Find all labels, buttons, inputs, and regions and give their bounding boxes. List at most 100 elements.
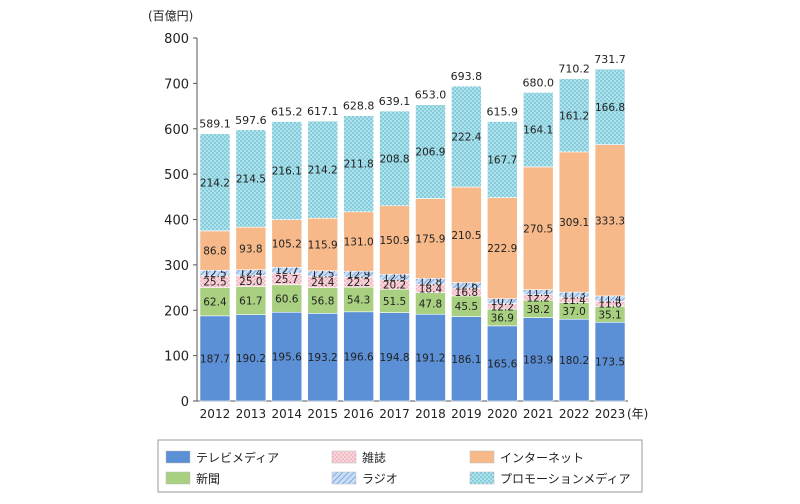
legend-label-internet: インターネット: [500, 451, 584, 465]
total-label: 639.1: [379, 95, 411, 108]
x-tick-label: 2012: [200, 407, 231, 421]
legend-label-promo: プロモーションメディア: [500, 471, 631, 486]
data-label-radio: 10.7: [491, 296, 514, 308]
data-label-internet: 93.8: [239, 243, 262, 255]
total-label: 710.2: [558, 63, 590, 76]
x-tick-group: 2012 2013 2014 2015 2016 2017 2018 2019 2020 2021…: [200, 407, 626, 421]
data-label-radio: 12.5: [311, 269, 334, 281]
bar-segment-tv: [343, 311, 374, 402]
y-tick-label: 200: [164, 304, 189, 319]
legend-swatch-radio: [331, 471, 357, 485]
data-label-newspaper: 36.9: [491, 312, 514, 324]
legend-label-tv: テレビメディア: [196, 450, 279, 465]
data-label-magazine: 22.2: [347, 277, 370, 289]
data-label-tv: 173.5: [595, 357, 625, 369]
data-label-magazine: 24.4: [311, 277, 335, 289]
bar-segment-tv: [594, 321, 626, 402]
x-tick-label: 2013: [236, 407, 267, 421]
data-label-tv: 193.2: [308, 352, 338, 364]
bar-group: 187.762.425.512.586.8214.2589.1190.261.7…: [199, 53, 626, 402]
data-label-magazine: 20.2: [383, 280, 406, 292]
data-label-tv: 191.2: [415, 353, 445, 365]
data-label-newspaper: 51.5: [383, 296, 406, 308]
data-label-magazine: 11.6: [598, 299, 622, 311]
legend-swatch-magazine: [331, 450, 357, 464]
data-label-magazine: 16.8: [455, 287, 478, 299]
data-label-radio: 12.4: [239, 268, 263, 280]
x-tick-label: 2014: [272, 407, 303, 421]
bar-segment-promo: [522, 92, 554, 168]
bar-segment-promo: [486, 121, 518, 198]
y-tick-label: 700: [164, 77, 189, 92]
bar-segment-promo: [379, 110, 410, 207]
x-tick-label: 2022: [559, 407, 590, 421]
data-label-promo: 208.8: [380, 153, 410, 165]
data-label-radio: 12.9: [347, 269, 370, 281]
bar-segment-tv: [558, 318, 590, 402]
bar-segment-newspaper: [199, 287, 231, 317]
data-label-promo: 166.8: [595, 102, 625, 114]
total-label: 693.8: [451, 70, 483, 83]
y-tick-label: 100: [164, 350, 189, 365]
bar-segment-newspaper: [235, 286, 267, 315]
bar-segment-tv: [271, 311, 303, 402]
x-unit-label: (年): [627, 407, 648, 421]
data-label-magazine: 25.0: [239, 276, 262, 288]
data-label-tv: 165.6: [487, 358, 517, 370]
x-tick-label: 2021: [523, 407, 554, 421]
bar-segment-internet: [415, 198, 446, 279]
y-tick-label: 0: [181, 395, 189, 410]
bar-segment-promo: [271, 121, 303, 220]
data-label-promo: 206.9: [415, 147, 445, 159]
data-label-magazine: 25.7: [275, 274, 298, 286]
x-tick-label: 2016: [343, 407, 374, 421]
bar-segment-tv: [199, 315, 231, 402]
legend-swatch-newspaper: [165, 471, 191, 485]
y-tick-label: 500: [164, 168, 189, 183]
total-label: 617.1: [307, 105, 339, 118]
y-unit-label: (百億円): [148, 9, 193, 23]
data-label-promo: 222.4: [451, 132, 481, 144]
data-label-magazine: 11.4: [562, 295, 586, 307]
bar-segment-newspaper: [307, 287, 339, 314]
x-tick-label: 2018: [415, 407, 446, 421]
data-label-promo: 216.1: [272, 166, 302, 178]
data-label-internet: 175.9: [415, 233, 445, 245]
total-label: 615.2: [271, 106, 303, 119]
bar-segment-promo: [451, 85, 482, 188]
bar-segment-tv: [307, 313, 339, 402]
total-label: 628.8: [343, 100, 375, 113]
data-label-internet: 309.1: [559, 217, 589, 229]
data-label-promo: 164.1: [523, 125, 553, 137]
y-tick-label: 400: [164, 214, 189, 229]
total-label: 615.9: [487, 105, 519, 118]
data-label-tv: 183.9: [523, 354, 553, 366]
legend-label-newspaper: 新聞: [196, 471, 220, 486]
data-label-newspaper: 62.4: [203, 297, 227, 309]
data-label-promo: 161.2: [559, 110, 589, 122]
x-tick-label: 2019: [451, 407, 482, 421]
x-tick-label: 2017: [379, 407, 410, 421]
bar-segment-promo: [235, 129, 267, 228]
data-label-newspaper: 54.3: [347, 294, 370, 306]
data-label-magazine: 12.2: [491, 301, 514, 313]
data-label-radio: 11.3: [562, 290, 585, 302]
bar-segment-internet: [271, 219, 303, 268]
bar-segment-tv: [379, 312, 410, 402]
bar-segment-newspaper: [271, 284, 303, 313]
data-label-newspaper: 38.2: [527, 304, 550, 316]
data-label-tv: 190.2: [236, 353, 266, 365]
data-label-promo: 167.7: [487, 155, 517, 167]
bar-segment-internet: [594, 144, 626, 297]
data-label-internet: 86.8: [203, 246, 226, 258]
data-label-newspaper: 45.5: [455, 301, 478, 313]
legend-swatch-tv: [165, 450, 191, 464]
x-tick-label: 2015: [307, 407, 338, 421]
data-label-internet: 333.3: [595, 215, 625, 227]
bar-segment-internet: [522, 166, 554, 290]
data-label-radio: 12.7: [275, 265, 298, 277]
bar-segment-promo: [415, 104, 446, 199]
